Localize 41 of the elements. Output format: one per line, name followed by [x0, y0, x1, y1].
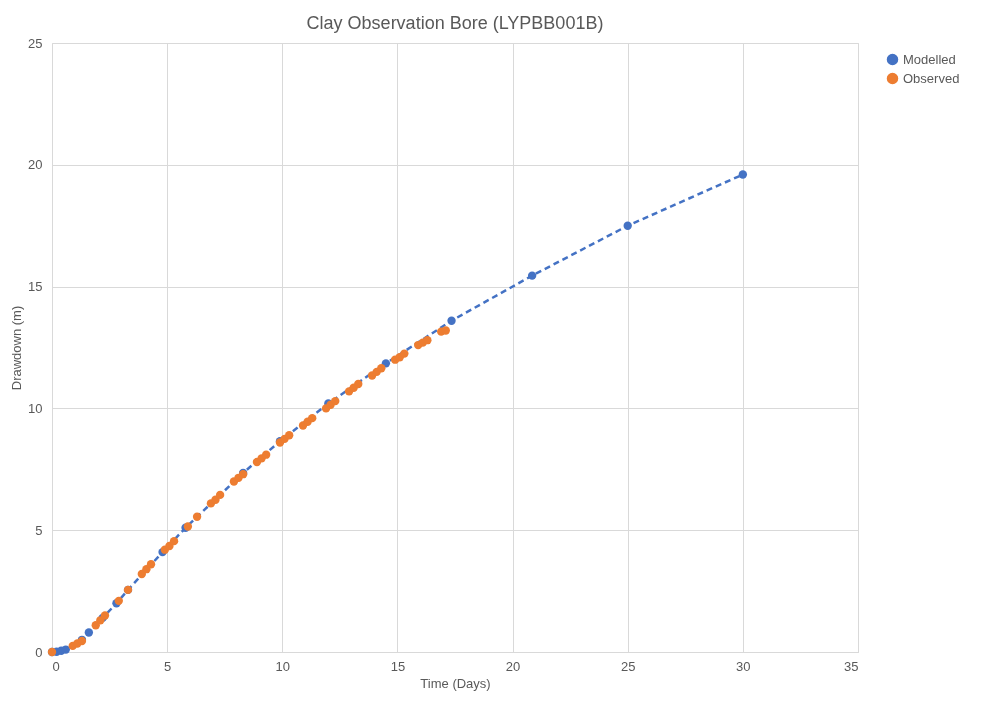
point: [527, 271, 537, 280]
x-tick-label: 20: [505, 658, 521, 674]
x-tick-label: 15: [390, 658, 406, 674]
point: [285, 431, 294, 440]
point: [354, 379, 363, 389]
y-tick-label: 25: [28, 35, 43, 51]
x-tick-label: 10: [275, 658, 291, 674]
point: [331, 396, 340, 406]
x-tick-label: 35: [844, 658, 859, 674]
point: [192, 512, 202, 521]
y-tick-label: 15: [28, 279, 43, 295]
point: [381, 359, 391, 368]
x-tick-label: 0: [52, 658, 60, 674]
point: [738, 170, 748, 179]
x-tick-label: 30: [736, 658, 751, 674]
point: [400, 349, 409, 358]
point: [377, 364, 386, 373]
y-tick-label: 0: [35, 644, 43, 660]
point: [142, 565, 151, 574]
point: [423, 336, 432, 345]
point: [623, 221, 632, 230]
y-tick-label: 10: [28, 400, 43, 416]
point: [169, 536, 179, 546]
legend-label: Observed: [903, 70, 960, 86]
x-tick-label: 25: [620, 658, 636, 674]
point: [441, 326, 450, 335]
y-tick-label: 5: [35, 522, 43, 538]
point: [308, 413, 317, 423]
point: [84, 628, 94, 637]
point: [215, 490, 225, 500]
legend-label: Modelled: [903, 51, 956, 67]
point: [61, 645, 70, 654]
y-axis-title: Drawdown (m): [9, 305, 25, 391]
point: [447, 316, 456, 325]
point: [146, 560, 156, 569]
point: [261, 450, 271, 459]
y-tick-label: 20: [28, 157, 43, 173]
x-tick-label: 5: [164, 658, 172, 674]
x-axis-title: Time (Days): [420, 675, 491, 691]
point: [165, 541, 174, 551]
chart-title: Clay Observation Bore (LYPBB001B): [306, 13, 604, 33]
